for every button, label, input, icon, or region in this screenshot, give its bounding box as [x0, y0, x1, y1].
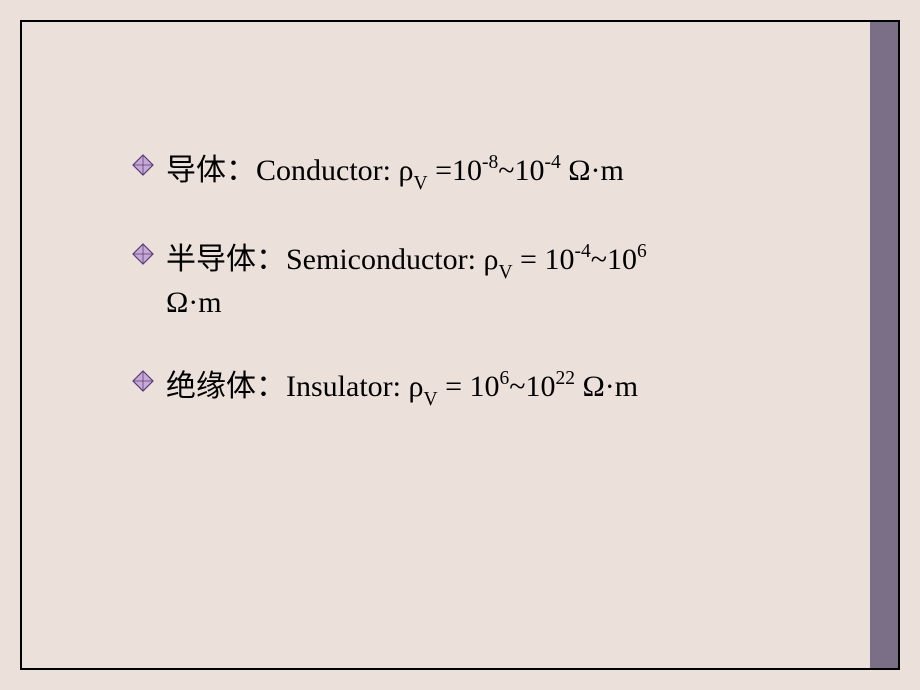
equals: = 10: [513, 243, 575, 276]
subscript-v: V: [498, 262, 512, 283]
item-text: 导体：Conductor: ρV =10-8~10-4 Ω·m: [166, 154, 624, 187]
range-tilde: ~10: [591, 243, 637, 276]
range-tilde: ~10: [509, 370, 555, 403]
rho-symbol: ρ: [483, 243, 498, 276]
accent-bar: [870, 22, 898, 668]
item-tail: Ω·m: [166, 284, 822, 322]
exponent-1: -4: [574, 241, 590, 262]
list-item: 导体：Conductor: ρV =10-8~10-4 Ω·m: [132, 152, 822, 195]
range-tilde: ~10: [498, 154, 544, 187]
diamond-bullet-icon: [132, 154, 154, 176]
unit: Ω·m: [561, 154, 624, 187]
exponent-1: -8: [482, 152, 498, 173]
exponent-2: 22: [555, 368, 575, 389]
exponent-2: 6: [637, 241, 647, 262]
diamond-bullet-icon: [132, 243, 154, 265]
diamond-bullet-icon: [132, 370, 154, 392]
cn-label: 绝缘体：: [166, 370, 286, 403]
en-label: Semiconductor:: [286, 243, 483, 276]
exponent-2: -4: [544, 152, 560, 173]
equals: =10: [428, 154, 482, 187]
subscript-v: V: [413, 173, 427, 194]
cn-label: 半导体：: [166, 243, 286, 276]
en-label: Insulator:: [286, 370, 408, 403]
equals: = 10: [438, 370, 500, 403]
list-item: 绝缘体：Insulator: ρV = 106~1022 Ω·m: [132, 368, 822, 411]
slide-frame: 导体：Conductor: ρV =10-8~10-4 Ω·m 半导体：Semi…: [20, 20, 900, 670]
item-text: 半导体：Semiconductor: ρV = 10-4~106: [166, 243, 647, 276]
slide-content: 导体：Conductor: ρV =10-8~10-4 Ω·m 半导体：Semi…: [132, 152, 822, 411]
list-item: 半导体：Semiconductor: ρV = 10-4~106 Ω·m: [132, 241, 822, 322]
exponent-1: 6: [499, 368, 509, 389]
item-text: 绝缘体：Insulator: ρV = 106~1022 Ω·m: [166, 370, 638, 403]
cn-label: 导体：: [166, 154, 256, 187]
unit: Ω·m: [575, 370, 638, 403]
en-label: Conductor:: [256, 154, 399, 187]
rho-symbol: ρ: [399, 154, 414, 187]
rho-symbol: ρ: [408, 370, 423, 403]
subscript-v: V: [423, 389, 437, 410]
